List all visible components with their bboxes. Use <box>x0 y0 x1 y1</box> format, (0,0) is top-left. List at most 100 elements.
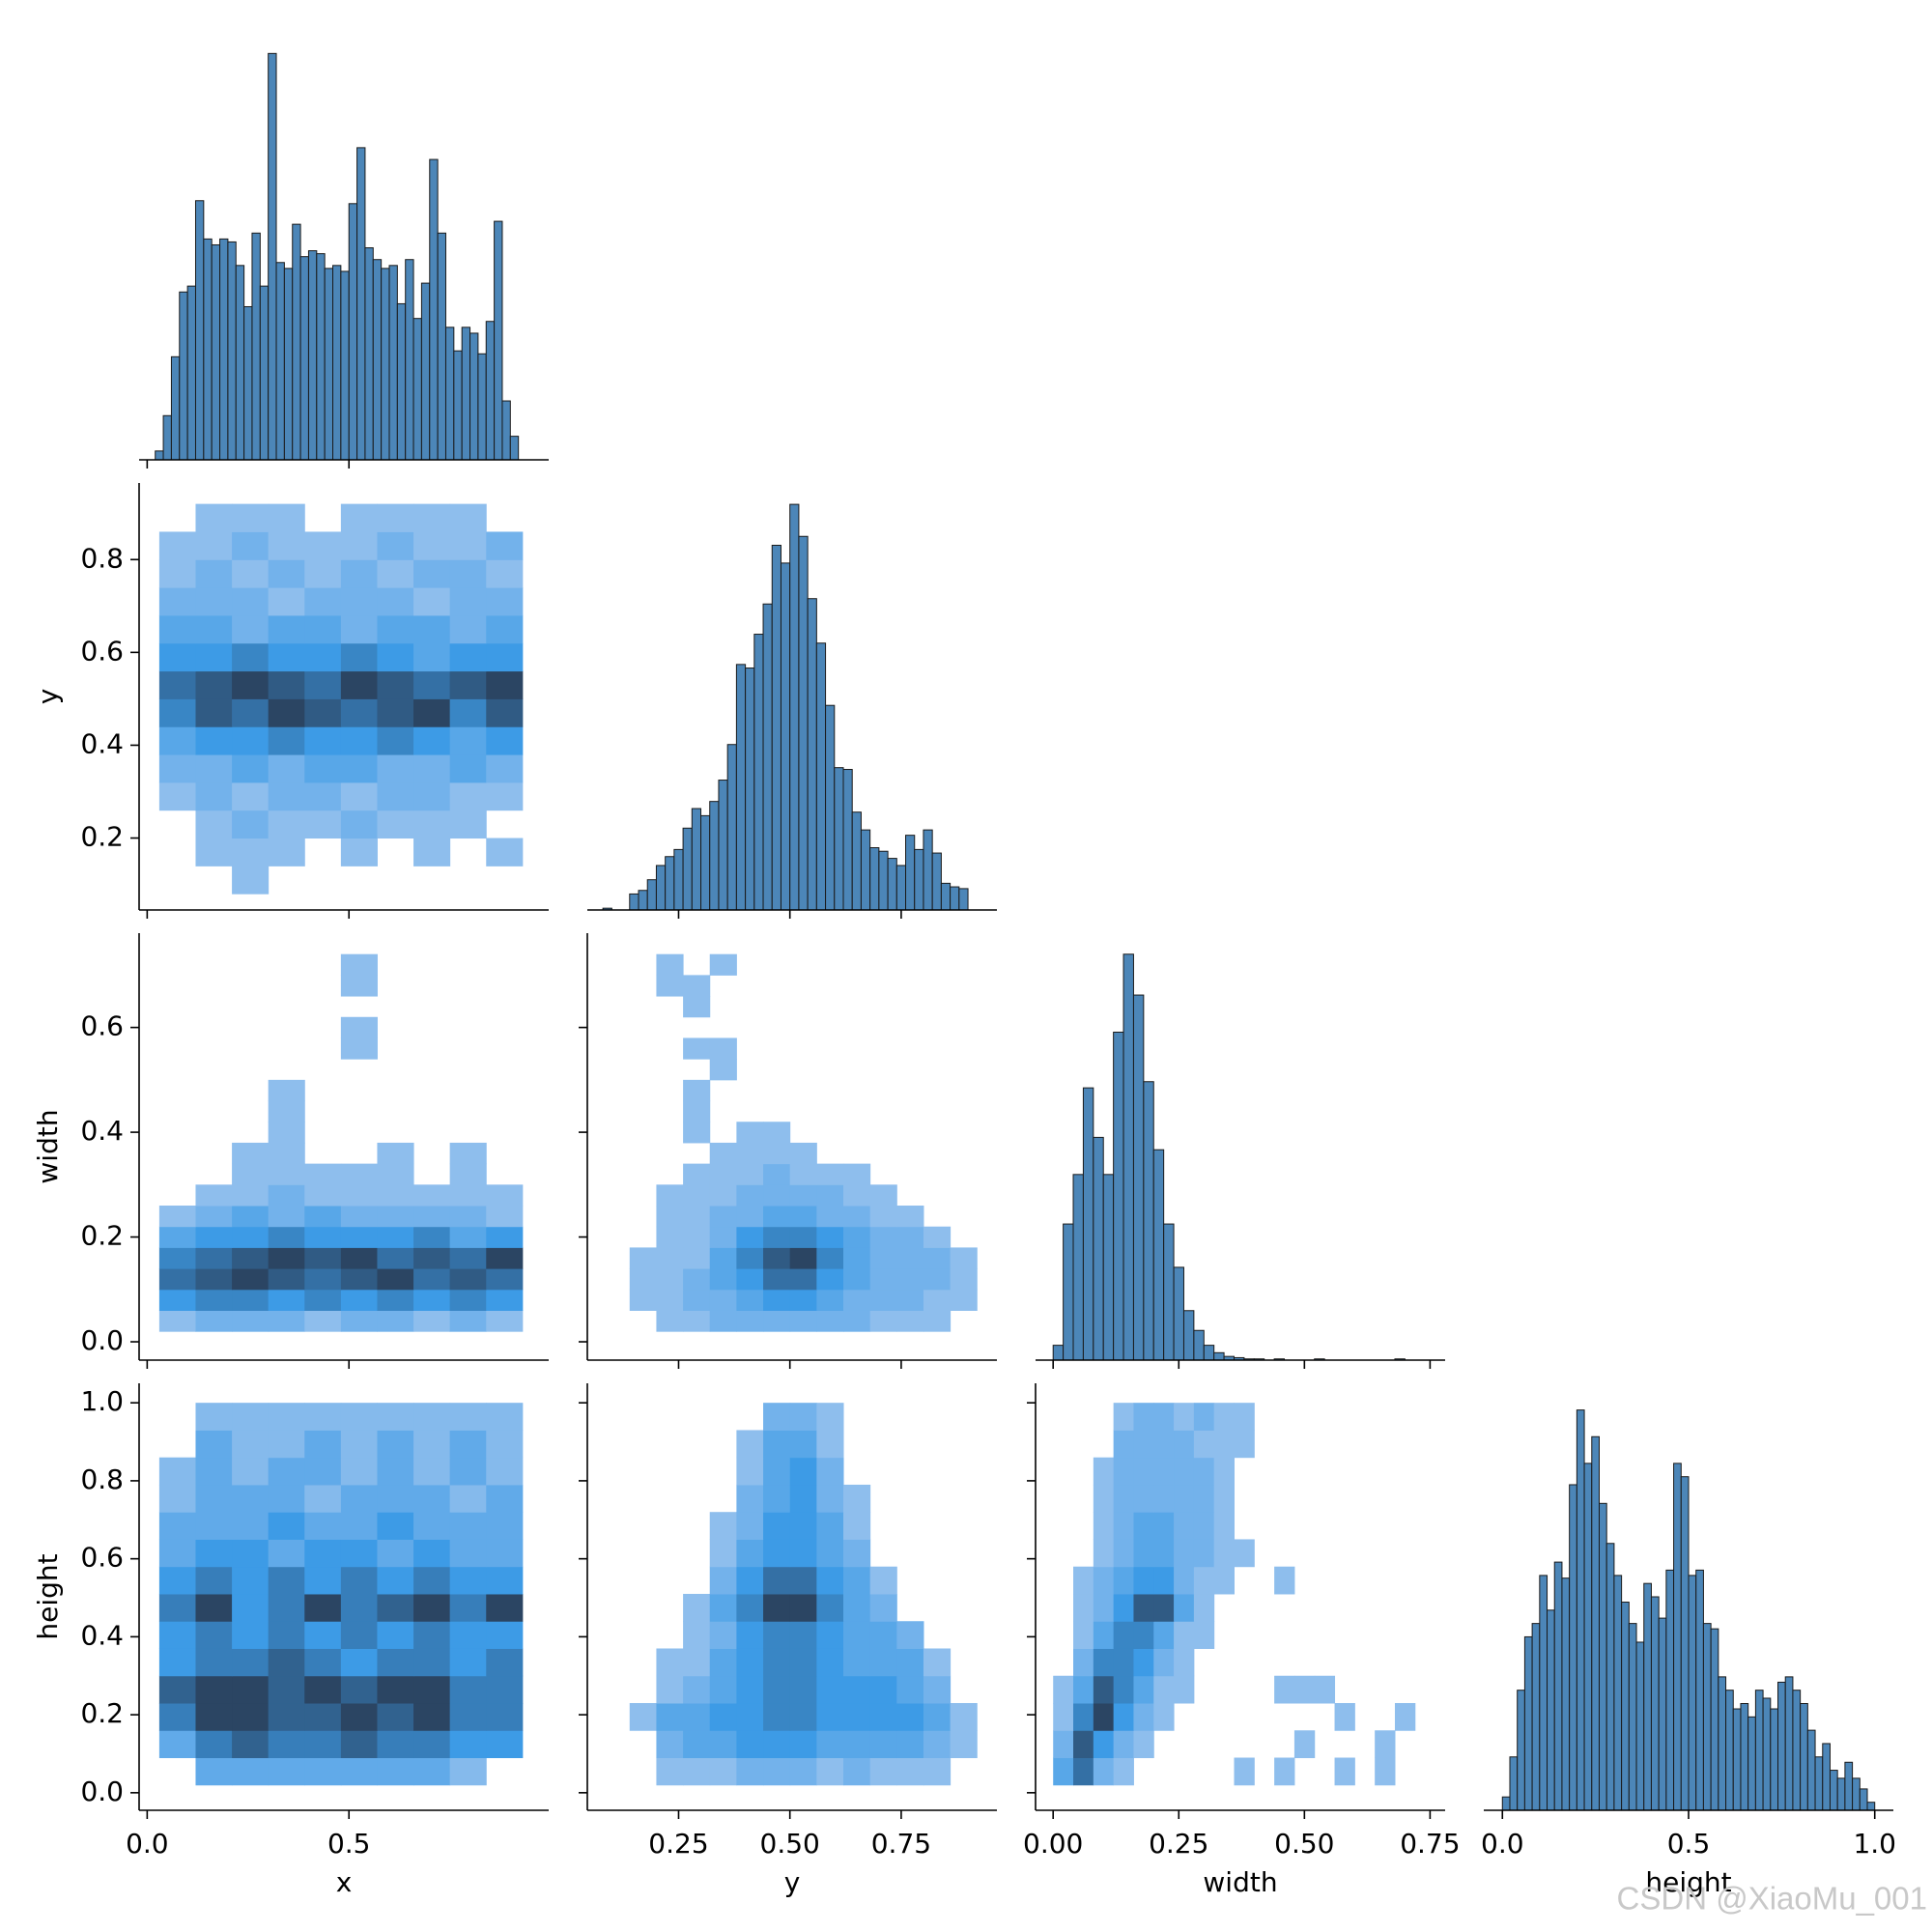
histogram-cell <box>486 1247 524 1269</box>
x-tick-label: 1.0 <box>1853 1828 1896 1860</box>
histogram-bar <box>1093 1136 1104 1361</box>
histogram-bar <box>275 262 285 461</box>
histogram-cell <box>683 1163 711 1185</box>
histogram-cell <box>843 1593 871 1622</box>
histogram-cell <box>158 1648 196 1677</box>
histogram-cell <box>449 1730 487 1759</box>
histogram-cell <box>709 1142 737 1165</box>
histogram-cell <box>709 1184 737 1207</box>
histogram-cell <box>1213 1403 1235 1431</box>
histogram-cell <box>449 670 487 699</box>
histogram-cell <box>304 1757 342 1786</box>
histogram-bar <box>1792 1690 1802 1811</box>
histogram-cell <box>1174 1593 1195 1622</box>
histogram-cell <box>377 1593 414 1622</box>
histogram-cell <box>340 1037 378 1060</box>
histogram-cell <box>377 614 414 644</box>
histogram-cell <box>413 1289 451 1311</box>
histogram-cell <box>232 1702 270 1731</box>
histogram-cell <box>1053 1730 1074 1759</box>
histogram-cell <box>843 1226 871 1248</box>
histogram-cell <box>656 1226 684 1248</box>
histogram-cell <box>1073 1621 1094 1649</box>
histogram-bar <box>1591 1435 1600 1811</box>
histogram-cell <box>413 1621 451 1649</box>
histogram-bar <box>1102 1174 1115 1361</box>
histogram-cell <box>736 1122 764 1144</box>
histogram-cell <box>413 1310 451 1332</box>
histogram-cell <box>340 1757 378 1786</box>
histogram-bar <box>789 503 800 911</box>
histogram-cell <box>843 1539 871 1568</box>
histogram-cell <box>869 1289 897 1311</box>
histogram-cell <box>232 1163 270 1185</box>
histogram-cell <box>1174 1675 1195 1704</box>
histogram-cell <box>195 726 233 755</box>
histogram-cell <box>195 1648 233 1677</box>
histogram-bar <box>444 327 455 461</box>
histogram-bar <box>162 414 172 461</box>
histogram-cell <box>736 1730 764 1759</box>
histogram-bar <box>1725 1690 1734 1811</box>
histogram-cell <box>629 1702 657 1731</box>
histogram-cell <box>763 1457 791 1486</box>
x-tick-label: 0.5 <box>1667 1828 1711 1860</box>
histogram-cell <box>413 1675 451 1704</box>
histogram-cell <box>304 1310 342 1332</box>
histogram-cell <box>413 559 451 588</box>
histogram-cell <box>268 1100 305 1122</box>
histogram-cell <box>195 614 233 644</box>
histogram-cell <box>683 1675 711 1704</box>
histogram-cell <box>413 1757 451 1786</box>
histogram-bar <box>735 664 747 911</box>
x-tick-label: 0.0 <box>1481 1828 1524 1860</box>
histogram-cell <box>656 1648 684 1677</box>
histogram-cell <box>896 1310 924 1332</box>
histogram-bar <box>1113 1031 1124 1361</box>
histogram-cell <box>486 1206 524 1228</box>
histogram-cell <box>816 1310 844 1332</box>
histogram-cell <box>789 1621 817 1649</box>
histogram-cell <box>1274 1757 1295 1786</box>
histogram-cell <box>340 1621 378 1649</box>
histogram-cell <box>1234 1757 1255 1786</box>
histogram-cell <box>340 1184 378 1207</box>
histogram-cell <box>413 1512 451 1540</box>
histogram-bar <box>405 259 414 461</box>
histogram-cell <box>1093 1675 1115 1704</box>
histogram-cell <box>158 1206 196 1228</box>
histogram-cell <box>709 1757 737 1786</box>
histogram-cell <box>1113 1539 1134 1568</box>
histogram-bar <box>1732 1708 1742 1811</box>
histogram-cell <box>1113 1730 1134 1759</box>
histogram-cell <box>232 698 270 727</box>
histogram-cell <box>449 754 487 783</box>
histogram-cell <box>413 1184 451 1207</box>
histogram-cell <box>1133 1484 1154 1513</box>
histogram-cell <box>377 1247 414 1269</box>
histogram-cell <box>413 1247 451 1269</box>
histogram-cell <box>158 1484 196 1513</box>
histogram-cell <box>377 1539 414 1568</box>
histogram-cell <box>816 1206 844 1228</box>
histogram-cell <box>195 698 233 727</box>
histogram-bar <box>646 879 657 911</box>
histogram-cell <box>340 754 378 783</box>
histogram-cell <box>195 1226 233 1248</box>
histogram-bar <box>324 268 334 461</box>
histogram-cell <box>763 1757 791 1786</box>
histogram-cell <box>195 642 233 672</box>
x-tick-label: 0.0 <box>126 1828 169 1860</box>
histogram-cell <box>1193 1621 1215 1649</box>
histogram-cell <box>377 1206 414 1228</box>
histogram-cell <box>1193 1512 1215 1540</box>
histogram-cell <box>486 1566 524 1595</box>
histogram-cell <box>1153 1702 1175 1731</box>
histogram-cell <box>377 1621 414 1649</box>
histogram-cell <box>763 1403 791 1431</box>
histogram-bar <box>1598 1502 1607 1811</box>
histogram-cell <box>268 614 305 644</box>
histogram-bar <box>356 147 366 461</box>
histogram-cell <box>843 1675 871 1704</box>
histogram-cell <box>1133 1702 1154 1731</box>
